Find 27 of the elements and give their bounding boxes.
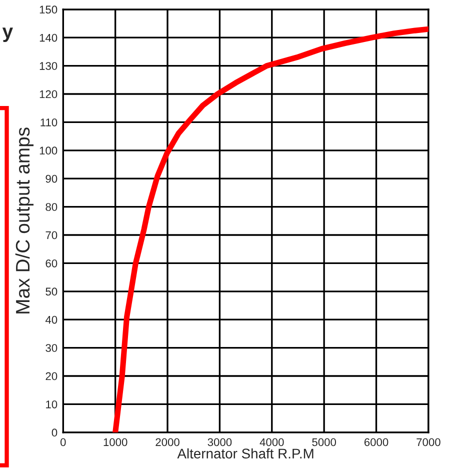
- y-axis-title: Max D/C output amps: [15, 128, 34, 314]
- x-tick-label: 3000: [208, 438, 232, 446]
- y-tick-label: 50: [46, 288, 58, 296]
- y-tick-label: 20: [46, 372, 58, 380]
- x-tick-label: 6000: [364, 438, 388, 446]
- y-tick-label: 120: [40, 90, 58, 98]
- y-tick-label: 80: [46, 203, 58, 211]
- y-tick-label: 60: [46, 259, 58, 268]
- y-tick-label: 10: [46, 400, 58, 408]
- y-tick-label: 0: [52, 428, 58, 437]
- y-tick-label: 70: [46, 231, 58, 240]
- x-tick-label: 7000: [416, 438, 440, 446]
- y-tick-label: 110: [40, 118, 58, 126]
- x-axis-title: Alternator Shaft R.P.M: [177, 448, 314, 459]
- y-tick-label: 100: [40, 146, 58, 155]
- x-tick-label: 2000: [156, 438, 180, 446]
- y-tick-label: 90: [46, 174, 58, 183]
- x-tick-label: 4000: [260, 438, 284, 446]
- y-tick-label: 130: [40, 62, 58, 70]
- x-tick-label: 0: [60, 438, 66, 446]
- y-tick-label: 140: [40, 34, 58, 42]
- y-tick-label: 30: [46, 344, 58, 352]
- x-tick-label: 5000: [312, 438, 336, 446]
- y-tick-label: 150: [40, 6, 58, 14]
- y-tick-label: 40: [45, 316, 58, 324]
- text: y: [2, 28, 13, 42]
- x-tick-label: 1000: [104, 438, 128, 446]
